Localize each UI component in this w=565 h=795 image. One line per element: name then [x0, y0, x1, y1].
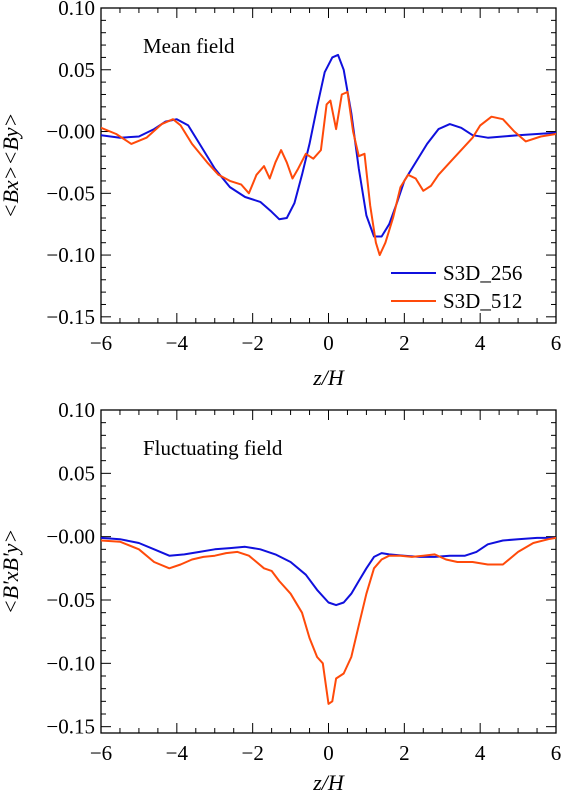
- panel-label: Mean field: [143, 34, 235, 58]
- x-tick-label: −4: [166, 741, 189, 765]
- y-tick-label: 0.05: [58, 461, 95, 485]
- x-tick-label: −6: [90, 331, 112, 355]
- mean-field-panel: −6 −4 −2 0 2 4 6 −0.15 −0.10 −0.05 −0.00 0.05 0.10 z/…: [0, 0, 561, 390]
- x-tick-label: −2: [241, 741, 263, 765]
- y-tick-label: 0.10: [58, 0, 95, 20]
- y-axis-label: <Bx><By>: [0, 113, 23, 219]
- x-tick-label: 6: [551, 331, 562, 355]
- x-tick-label: 4: [475, 331, 486, 355]
- series-line-s3d-256: [101, 53, 556, 238]
- y-tick-label: 0.05: [58, 58, 95, 82]
- fluctuating-field-panel: −6 −4 −2 0 2 4 6 −0.15 −0.10 −0.05 −0.00 0.05 0.10 z/…: [0, 398, 561, 795]
- series-line-s3d-512: [101, 91, 556, 257]
- series-line-s3d-512: [101, 536, 556, 705]
- x-axis-label: z/H: [312, 365, 345, 390]
- legend-label: S3D_512: [443, 289, 522, 313]
- y-tick-label: −0.10: [46, 651, 95, 675]
- y-tick-label: −0.05: [46, 588, 95, 612]
- x-tick-label: 0: [323, 331, 334, 355]
- x-tick-label: 0: [323, 741, 334, 765]
- y-tick-label: −0.00: [46, 120, 95, 144]
- y-tick-label: −0.15: [46, 715, 95, 739]
- x-tick-label: 2: [399, 331, 410, 355]
- y-tick-label: −0.00: [46, 525, 95, 549]
- x-tick-label: 2: [399, 741, 410, 765]
- x-tick-label: 6: [551, 741, 562, 765]
- y-tick-label: 0.10: [58, 398, 95, 422]
- y-tick-label: −0.10: [46, 243, 95, 267]
- y-axis-label: <B'xB'y>: [0, 529, 23, 615]
- y-tick-label: −0.15: [46, 305, 95, 329]
- x-tick-label: −2: [241, 331, 263, 355]
- x-tick-label: −6: [90, 741, 112, 765]
- y-tick-label: −0.05: [46, 181, 95, 205]
- legend-label: S3D_256: [443, 261, 522, 285]
- x-tick-label: 4: [475, 741, 486, 765]
- x-tick-label: −4: [166, 331, 189, 355]
- x-axis-label: z/H: [312, 770, 345, 795]
- panel-label: Fluctuating field: [143, 436, 283, 460]
- series-line-s3d-256: [101, 536, 556, 607]
